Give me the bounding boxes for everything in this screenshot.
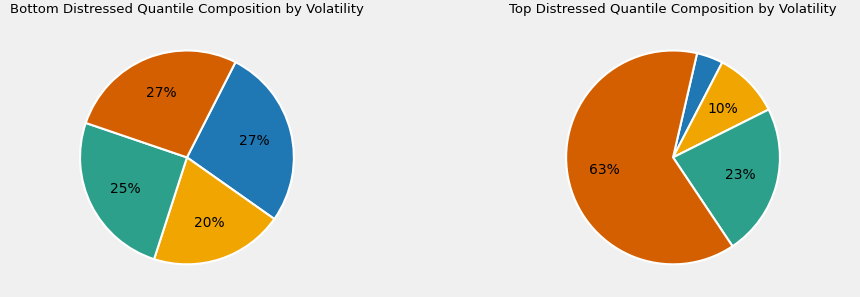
Wedge shape: [566, 50, 733, 264]
Title: Top Distressed Quantile Composition by Volatility: Top Distressed Quantile Composition by V…: [509, 3, 837, 16]
Text: 27%: 27%: [239, 134, 270, 148]
Text: 63%: 63%: [589, 163, 620, 177]
Text: 23%: 23%: [725, 168, 756, 182]
Wedge shape: [86, 50, 236, 157]
Text: 25%: 25%: [109, 181, 140, 195]
Wedge shape: [673, 53, 722, 157]
Text: 20%: 20%: [194, 216, 224, 230]
Wedge shape: [187, 62, 294, 219]
Title: Bottom Distressed Quantile Composition by Volatility: Bottom Distressed Quantile Composition b…: [10, 3, 364, 16]
Wedge shape: [80, 123, 187, 259]
Wedge shape: [154, 157, 274, 264]
Text: 10%: 10%: [707, 102, 738, 116]
Wedge shape: [673, 110, 780, 246]
Wedge shape: [673, 62, 769, 157]
Text: 27%: 27%: [145, 86, 176, 100]
